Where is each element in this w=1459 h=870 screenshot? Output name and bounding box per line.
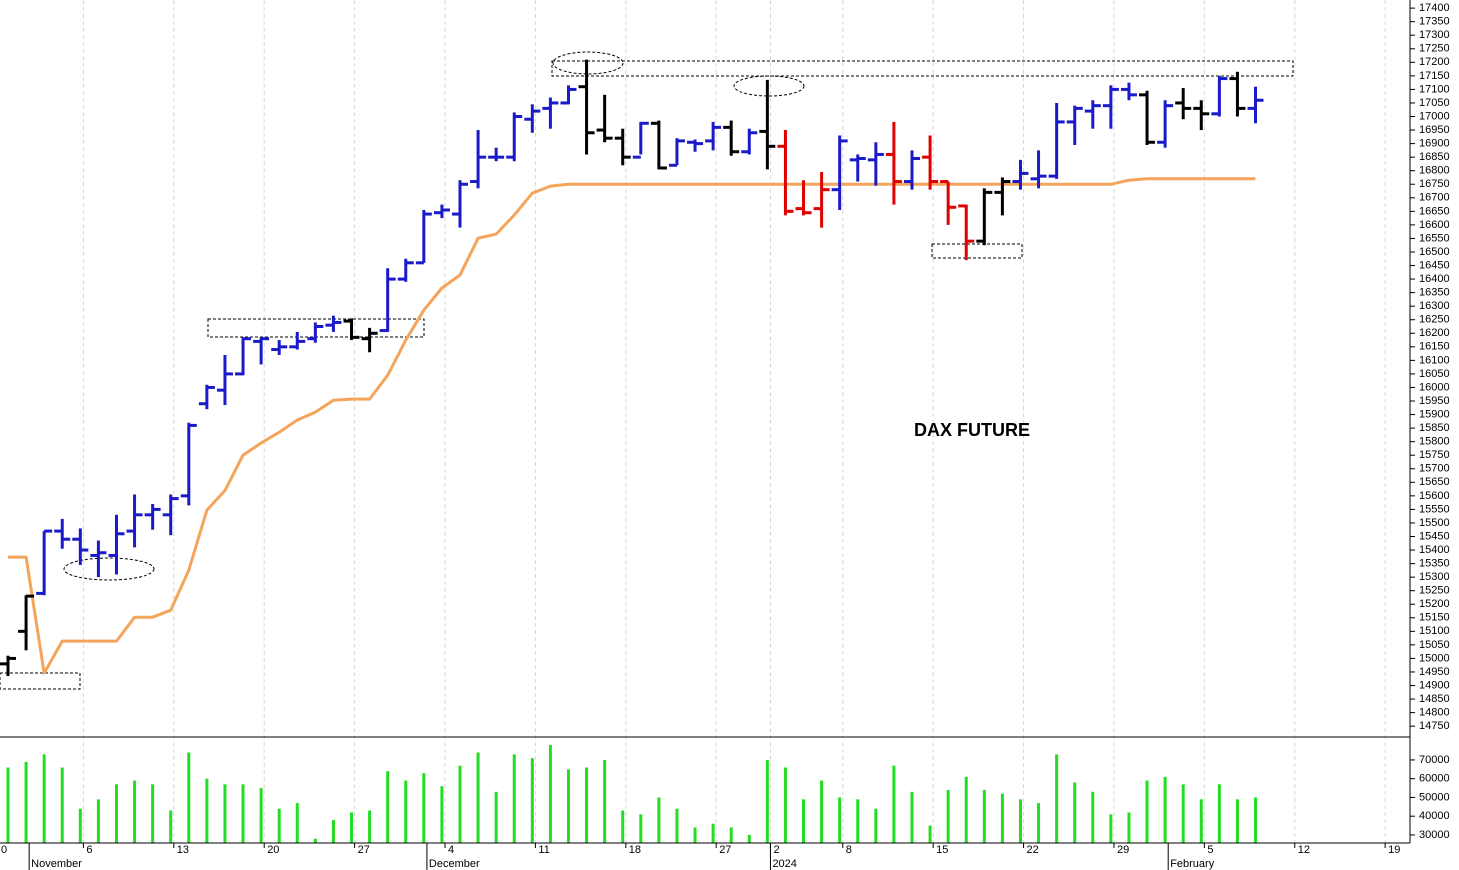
x-tick-label: 20 <box>267 844 279 856</box>
x-tick-label: 29 <box>1117 844 1129 856</box>
y-tick-label: 17250 <box>1419 43 1450 55</box>
x-tick-label: 19 <box>1388 844 1400 856</box>
x-tick-label: 12 <box>1298 844 1310 856</box>
x-tick-label: 22 <box>1027 844 1039 856</box>
y-tick-label: 15750 <box>1419 449 1450 461</box>
y-tick-label: 16050 <box>1419 368 1450 380</box>
y-tick-label: 15500 <box>1419 517 1450 529</box>
frame <box>0 0 1411 844</box>
y-tick-label: 16700 <box>1419 192 1450 204</box>
pullback-ellipse <box>63 557 155 581</box>
x-tick-label: 6 <box>86 844 92 856</box>
y-tick-label: 15000 <box>1419 652 1450 664</box>
y-tick-label: 17300 <box>1419 29 1450 41</box>
x-tick-label: 2 <box>773 844 779 856</box>
support-box <box>0 672 81 690</box>
month-label: February <box>1170 858 1215 870</box>
volume-tick-label: 30000 <box>1419 829 1450 841</box>
y-tick-label: 16500 <box>1419 246 1450 258</box>
volume-tick-label: 40000 <box>1419 810 1450 822</box>
y-tick-label: 16550 <box>1419 232 1450 244</box>
x-tick-label: 11 <box>538 844 549 856</box>
y-tick-label: 16900 <box>1419 138 1450 150</box>
y-tick-label: 16800 <box>1419 165 1450 177</box>
y-tick-label: 17200 <box>1419 56 1450 68</box>
y-tick-label: 15050 <box>1419 639 1450 651</box>
y-tick-label: 16750 <box>1419 178 1450 190</box>
support-box <box>931 243 1023 259</box>
x-tick-label: 5 <box>1207 844 1213 856</box>
month-label: November <box>31 858 82 870</box>
y-tick-label: 15550 <box>1419 503 1450 515</box>
top-ellipse <box>733 75 805 97</box>
y-tick-label: 15400 <box>1419 544 1450 556</box>
y-tick-label: 15250 <box>1419 585 1450 597</box>
y-tick-label: 15800 <box>1419 436 1450 448</box>
y-tick-label: 16000 <box>1419 381 1450 393</box>
y-tick-label: 15600 <box>1419 490 1450 502</box>
indicator-line <box>8 177 1256 675</box>
y-tick-label: 15100 <box>1419 625 1450 637</box>
y-tick-label: 15350 <box>1419 557 1450 569</box>
y-tick-label: 15450 <box>1419 530 1450 542</box>
annotations <box>0 51 1294 690</box>
y-tick-label: 14800 <box>1419 707 1450 719</box>
y-tick-label: 17000 <box>1419 110 1450 122</box>
x-tick-label: 27 <box>358 844 370 856</box>
y-tick-label: 16100 <box>1419 354 1450 366</box>
y-tick-label: 17150 <box>1419 70 1450 82</box>
y-tick-label: 16450 <box>1419 259 1450 271</box>
month-label: 2024 <box>772 858 796 870</box>
y-tick-label: 15850 <box>1419 422 1450 434</box>
y-tick-label: 17350 <box>1419 16 1450 28</box>
y-tick-label: 15900 <box>1419 408 1450 420</box>
resistance-box <box>551 60 1294 77</box>
y-tick-label: 16200 <box>1419 327 1450 339</box>
y-tick-label: 16350 <box>1419 287 1450 299</box>
x-tick-label: 13 <box>177 844 189 856</box>
y-tick-label: 15150 <box>1419 612 1450 624</box>
x-tick-label: 4 <box>448 844 454 856</box>
x-tick-label: 0 <box>1 844 7 856</box>
y-tick-label: 15300 <box>1419 571 1450 583</box>
y-tick-label: 14950 <box>1419 666 1450 678</box>
y-tick-label: 14900 <box>1419 679 1450 691</box>
y-tick-label: 16950 <box>1419 124 1450 136</box>
y-tick-label: 16850 <box>1419 151 1450 163</box>
chart-title: DAX FUTURE <box>914 420 1030 440</box>
plot <box>0 59 1264 843</box>
y-tick-label: 17100 <box>1419 83 1450 95</box>
month-label: December <box>429 858 480 870</box>
y-tick-label: 16300 <box>1419 300 1450 312</box>
y-tick-label: 17050 <box>1419 97 1450 109</box>
y-tick-label: 16400 <box>1419 273 1450 285</box>
x-tick-label: 27 <box>719 844 731 856</box>
y-tick-label: 14750 <box>1419 720 1450 732</box>
y-tick-label: 15950 <box>1419 395 1450 407</box>
y-tick-label: 16600 <box>1419 219 1450 231</box>
x-tick-label: 15 <box>936 844 948 856</box>
volume-tick-label: 70000 <box>1419 754 1450 766</box>
volume-tick-label: 50000 <box>1419 791 1450 803</box>
y-tick-label: 17400 <box>1419 2 1450 14</box>
y-tick-label: 15650 <box>1419 476 1450 488</box>
volume-tick-label: 60000 <box>1419 773 1450 785</box>
y-tick-label: 14850 <box>1419 693 1450 705</box>
x-tick-label: 8 <box>846 844 852 856</box>
y-tick-label: 16650 <box>1419 205 1450 217</box>
y-tick-label: 16150 <box>1419 341 1450 353</box>
y-tick-label: 15200 <box>1419 598 1450 610</box>
top-ellipse <box>552 51 624 75</box>
x-tick-label: 18 <box>629 844 641 856</box>
grid <box>82 0 1386 843</box>
y-tick-label: 15700 <box>1419 463 1450 475</box>
y-tick-label: 16250 <box>1419 314 1450 326</box>
